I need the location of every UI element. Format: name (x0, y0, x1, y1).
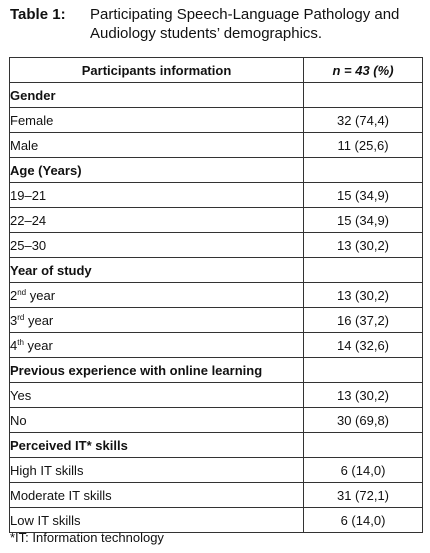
row-label: 4th year (9, 332, 304, 358)
ordinal-suffix: th (17, 337, 24, 347)
empty-cell (303, 82, 423, 108)
caption-label: Table 1: (10, 6, 66, 23)
empty-cell (303, 357, 423, 383)
row-value: 6 (14,0) (303, 507, 423, 533)
year-word: year (24, 312, 54, 328)
table-row: 19–21 15 (34,9) (9, 182, 423, 208)
row-value: 14 (32,6) (303, 332, 423, 358)
table-row: Yes 13 (30,2) (9, 382, 423, 408)
category-row-it-skills: Perceived IT* skills (9, 432, 423, 458)
table-row: Low IT skills 6 (14,0) (9, 507, 423, 533)
table-footnote: *IT: Information technology (10, 530, 164, 545)
table-row: High IT skills 6 (14,0) (9, 457, 423, 483)
row-value: 15 (34,9) (303, 207, 423, 233)
row-value: 30 (69,8) (303, 407, 423, 433)
row-label: Moderate IT skills (9, 482, 304, 508)
table-row: 3rd year 16 (37,2) (9, 307, 423, 333)
category-row-age: Age (Years) (9, 157, 423, 183)
row-label: Low IT skills (9, 507, 304, 533)
row-value: 13 (30,2) (303, 282, 423, 308)
row-label: High IT skills (9, 457, 304, 483)
category-row-year-of-study: Year of study (9, 257, 423, 283)
year-number: 2 (10, 287, 18, 303)
table-caption: Table 1: Participating Speech-Language P… (10, 5, 422, 43)
empty-cell (303, 432, 423, 458)
row-value: 13 (30,2) (303, 382, 423, 408)
category-label: Previous experience with online learning (9, 357, 304, 383)
row-value: 32 (74,4) (303, 107, 423, 133)
header-n-rest: = 43 (%) (340, 62, 394, 78)
category-label: Year of study (9, 257, 304, 283)
table-row: 22–24 15 (34,9) (9, 207, 423, 233)
row-label: No (9, 407, 304, 433)
empty-cell (303, 257, 423, 283)
row-label: 25–30 (9, 232, 304, 258)
row-label: 22–24 (9, 207, 304, 233)
row-value: 31 (72,1) (303, 482, 423, 508)
caption-text: Participating Speech-Language Pathology … (90, 6, 400, 42)
row-value: 11 (25,6) (303, 132, 423, 158)
header-n-symbol: n (332, 62, 341, 78)
ordinal-suffix: nd (17, 287, 27, 297)
row-label: Female (9, 107, 304, 133)
row-value: 13 (30,2) (303, 232, 423, 258)
table-header-row: Participants information n = 43 (%) (9, 57, 423, 83)
category-label: Perceived IT* skills (9, 432, 304, 458)
category-row-online-learning: Previous experience with online learning (9, 357, 423, 383)
row-label: 2nd year (9, 282, 304, 308)
demographics-table: Participants information n = 43 (%) Gend… (9, 57, 423, 533)
row-value: 16 (37,2) (303, 307, 423, 333)
table-row: 25–30 13 (30,2) (9, 232, 423, 258)
row-label: 3rd year (9, 307, 304, 333)
empty-cell (303, 157, 423, 183)
year-word: year (23, 337, 53, 353)
row-value: 6 (14,0) (303, 457, 423, 483)
category-label: Age (Years) (9, 157, 304, 183)
year-word: year (26, 287, 56, 303)
ordinal-suffix: rd (17, 312, 25, 322)
category-row-gender: Gender (9, 82, 423, 108)
table-row: Moderate IT skills 31 (72,1) (9, 482, 423, 508)
year-number: 3 (10, 312, 18, 328)
table-row: Male 11 (25,6) (9, 132, 423, 158)
row-label: 19–21 (9, 182, 304, 208)
header-n-count: n = 43 (%) (303, 57, 423, 83)
row-label: Male (9, 132, 304, 158)
row-label: Yes (9, 382, 304, 408)
category-label: Gender (9, 82, 304, 108)
table-row: 2nd year 13 (30,2) (9, 282, 423, 308)
table-row: 4th year 14 (32,6) (9, 332, 423, 358)
header-participants-info: Participants information (9, 57, 304, 83)
table-row: Female 32 (74,4) (9, 107, 423, 133)
table-row: No 30 (69,8) (9, 407, 423, 433)
year-number: 4 (10, 337, 18, 353)
row-value: 15 (34,9) (303, 182, 423, 208)
